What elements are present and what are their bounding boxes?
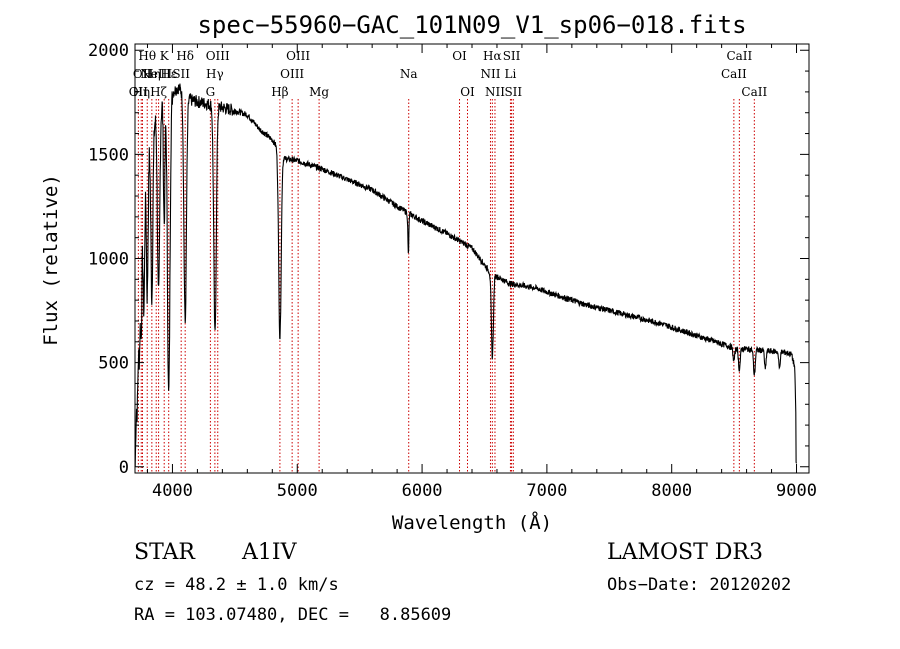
x-tick-label-2: 6000 <box>402 481 443 501</box>
y-tick-label-2: 1000 <box>88 250 129 270</box>
survey-name: LAMOST DR3 <box>607 540 763 565</box>
line-label-27: CaII <box>721 67 747 81</box>
line-label-21: NII <box>480 67 500 81</box>
line-label-14: Hβ <box>271 85 288 99</box>
object-class: STAR <box>134 540 196 565</box>
spectral-line-markers <box>137 99 755 473</box>
line-label-4: Hη <box>143 67 161 81</box>
line-label-9: SII <box>172 67 190 81</box>
line-label-10: Hδ <box>176 49 194 63</box>
line-label-13: OIII <box>206 49 230 63</box>
line-label-7: K <box>160 49 170 63</box>
line-label-3: Hθ <box>138 49 156 63</box>
y-tick-label-0: 0 <box>119 458 129 478</box>
line-label-29: CaII <box>741 85 767 99</box>
object-subclass: A1IV <box>241 540 298 565</box>
spectrum-line <box>134 83 798 467</box>
line-label-1: Hη <box>132 85 150 99</box>
line-label-2: OII <box>133 67 153 81</box>
chart-title: spec−55960−GAC_101N09_V1_sp06−018.fits <box>197 11 746 39</box>
line-label-26: SII <box>504 85 522 99</box>
line-label-20: OI <box>460 85 475 99</box>
y-tick-label-3: 1500 <box>88 145 129 165</box>
x-tick-label-1: 5000 <box>277 481 318 501</box>
line-label-6: Hζ <box>150 85 167 99</box>
y-axis-label: Flux (relative) <box>40 174 62 346</box>
line-label-18: Na <box>400 67 418 81</box>
line-label-15: OIII <box>280 67 304 81</box>
coordinates-info: RA = 103.07480, DEC = 8.85609 <box>134 605 451 625</box>
line-label-17: Mg <box>309 85 329 99</box>
y-tick-label-1: 500 <box>98 354 129 374</box>
line-label-5: NeIII <box>140 67 172 81</box>
line-label-12: Hγ <box>206 67 224 81</box>
line-label-22: Hα <box>483 49 502 63</box>
line-label-8: Hε <box>160 67 177 81</box>
spectral-line-labels: OIIHηOIIHθHηNeIIIHζKHεSIIHδGHγOIIIHβOIII… <box>129 49 768 99</box>
line-label-16: OIII <box>286 49 310 63</box>
line-label-25: SII <box>503 49 521 63</box>
plot-frame <box>134 43 810 474</box>
x-tick-label-0: 4000 <box>152 481 193 501</box>
redshift-info: cz = 48.2 ± 1.0 km/s <box>134 575 339 595</box>
x-axis-label: Wavelength (Å) <box>392 511 552 534</box>
spectrum-layer <box>134 83 798 467</box>
x-tick-label-5: 9000 <box>776 481 817 501</box>
line-label-11: G <box>206 85 216 99</box>
x-tick-label-4: 8000 <box>651 481 692 501</box>
line-label-24: Li <box>505 67 517 81</box>
line-label-23: NII <box>485 85 505 99</box>
line-label-19: OI <box>452 49 467 63</box>
x-tick-label-3: 7000 <box>526 481 567 501</box>
y-tick-label-4: 2000 <box>88 41 129 61</box>
axis-ticks: 4000 5000 6000 7000 8000 9000 0 500 1000 1500 2000 <box>88 41 817 501</box>
line-label-28: CaII <box>726 49 752 63</box>
observation-date: Obs−Date: 20120202 <box>607 575 791 595</box>
